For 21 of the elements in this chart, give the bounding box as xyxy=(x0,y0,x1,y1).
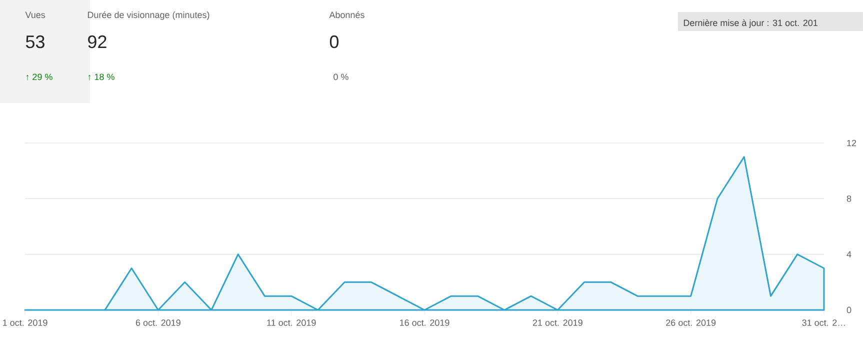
y-tick-label: 12 xyxy=(847,140,856,146)
x-tick-label: 11 oct. 2019 xyxy=(267,320,316,326)
text: ↑ 18 % xyxy=(88,74,114,80)
text: Vues xyxy=(25,12,46,18)
text: 0 % xyxy=(334,74,348,80)
text: Dernière mise à jour : 31 oct. 201 xyxy=(684,19,818,28)
x-tick-label: 16 oct. 2019 xyxy=(400,320,450,326)
x-tick-label: 21 oct. 2019 xyxy=(532,320,582,326)
text: Durée de visionnage (minutes) xyxy=(88,11,210,20)
text: 92 xyxy=(88,35,106,48)
x-tick-label: 1 oct. 2019 xyxy=(3,320,48,326)
x-tick-label: 6 oct. 2019 xyxy=(136,320,180,326)
y-tick-label: 8 xyxy=(846,195,852,202)
text: 0 xyxy=(330,35,339,48)
y-tick-label: 0 xyxy=(846,306,852,314)
y-tick-label: 4 xyxy=(846,251,852,258)
text: Abonnés xyxy=(329,11,364,18)
text: 53 xyxy=(26,35,44,48)
text: ↑ 29 % xyxy=(26,74,52,80)
x-tick-label: 31 oct. 2… xyxy=(802,320,845,326)
x-tick-label: 26 oct. 2019 xyxy=(666,320,716,326)
